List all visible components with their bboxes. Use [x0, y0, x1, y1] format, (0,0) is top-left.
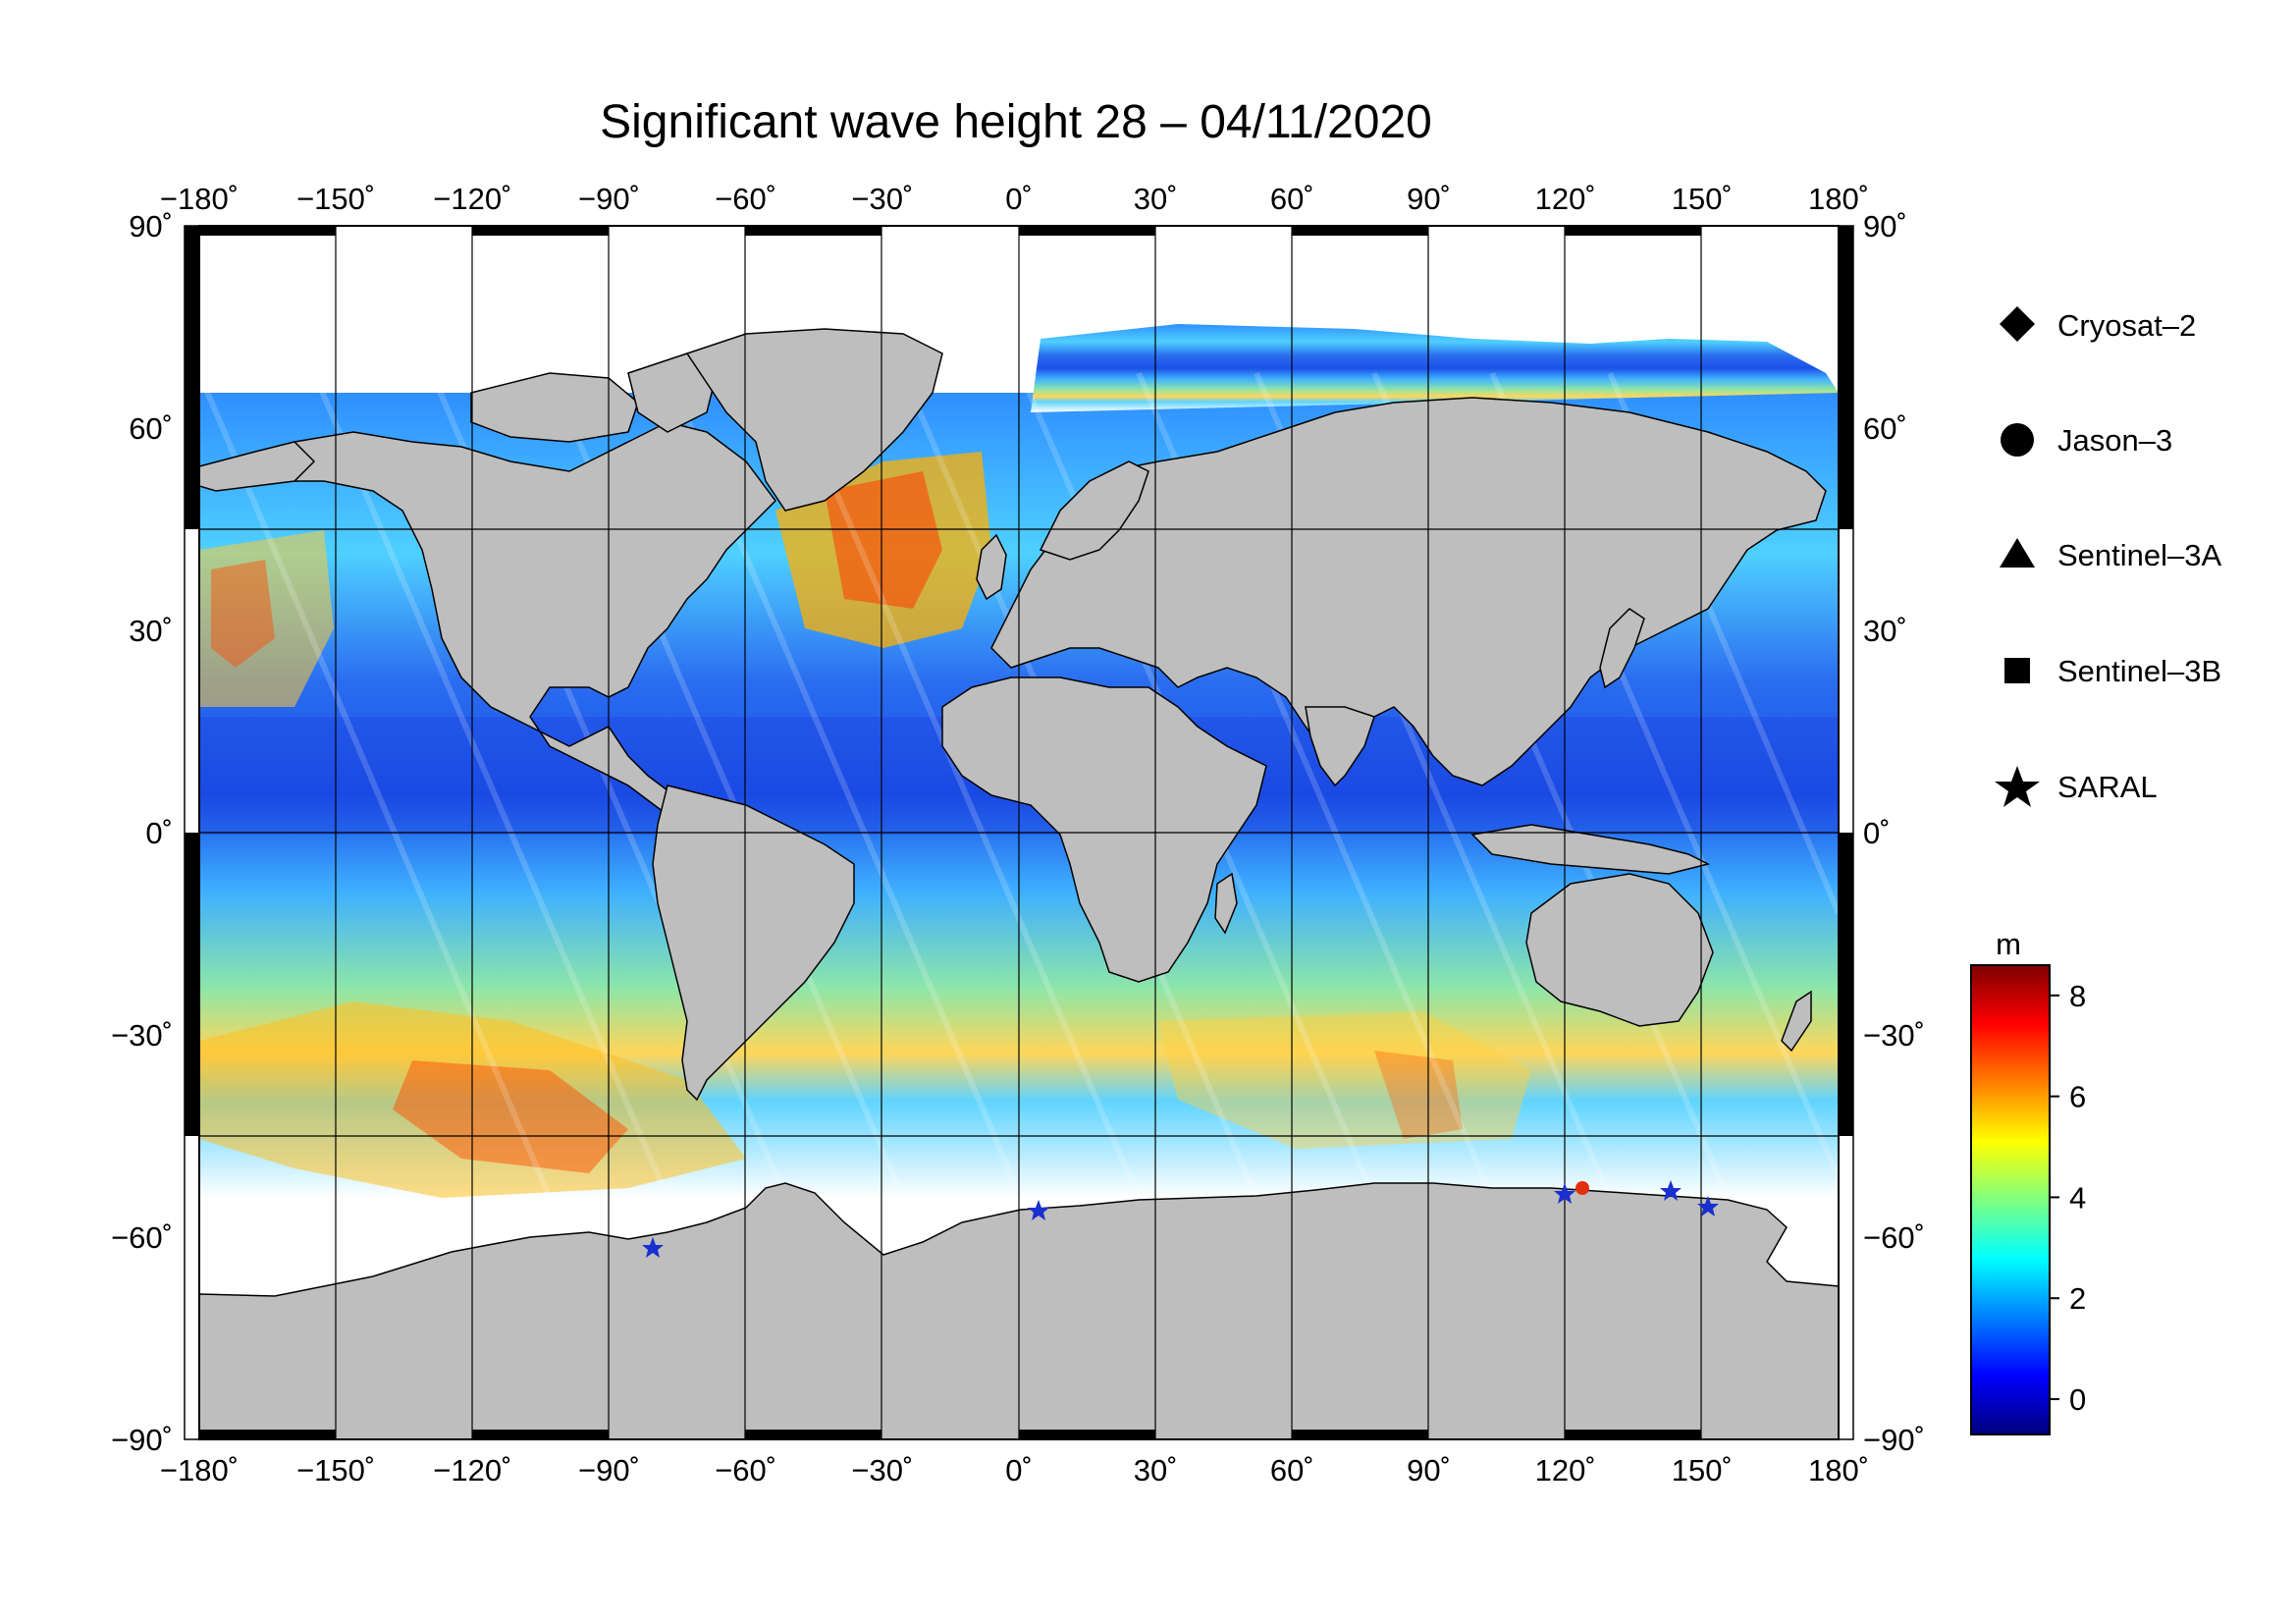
lon-tick-label-bottom: −90˚ — [578, 1453, 640, 1488]
lon-tick-label-top: −90˚ — [578, 182, 640, 216]
lon-tick-label-top: 30˚ — [1134, 182, 1178, 216]
legend-label-cryosat: Cryosat–2 — [2057, 308, 2196, 343]
lat-tick-label-left: −60˚ — [111, 1220, 173, 1255]
lon-tick-label-top: 150˚ — [1672, 182, 1733, 216]
legend-label-saral: SARAL — [2057, 770, 2158, 804]
lat-tick-label-left: 90˚ — [129, 209, 173, 243]
land-south-america — [652, 784, 855, 1102]
star-icon — [1995, 766, 2040, 807]
colorbar-tick-label: 6 — [2069, 1080, 2086, 1114]
lat-tick-label-left: 60˚ — [129, 411, 173, 446]
lat-tick-label-right: −30˚ — [1863, 1018, 1925, 1053]
land-arctic-islands — [470, 372, 639, 443]
lon-tick-labels-top: −180˚ −150˚ −120˚ −90˚ −60˚ −30˚ 0˚ 30˚ 60˚ 90˚ 12… — [160, 182, 1869, 216]
lon-tick-label-top: 180˚ — [1808, 182, 1869, 216]
legend-item-sentinel3b: Sentinel–3B — [2004, 654, 2221, 688]
lat-tick-label-right: −60˚ — [1863, 1220, 1925, 1255]
land-north-america — [243, 421, 776, 816]
lon-tick-label-top: 90˚ — [1407, 182, 1451, 216]
lon-tick-label-bottom: −30˚ — [851, 1453, 913, 1488]
land-greenland — [685, 328, 943, 512]
colorbar-ticks: 0 2 4 6 8 — [2050, 979, 2086, 1417]
lon-tick-label-bottom: −150˚ — [296, 1453, 375, 1488]
saral-star-marker — [1554, 1183, 1575, 1204]
lat-tick-label-right: 60˚ — [1863, 411, 1907, 446]
saral-star-marker — [642, 1237, 664, 1258]
land-alaska — [199, 441, 316, 492]
graticule — [199, 226, 1839, 1439]
lon-tick-label-bottom: 120˚ — [1535, 1453, 1596, 1488]
lon-tick-label-top: −30˚ — [851, 182, 913, 216]
colorbar-tick-label: 4 — [2069, 1180, 2086, 1215]
satellite-legend: Cryosat–2 Jason–3 Sentinel–3A Sentinel–3… — [1995, 306, 2222, 807]
lat-tick-labels-left: 90˚ 60˚ 30˚ 0˚ −30˚ −60˚ −90˚ — [111, 209, 173, 1457]
lon-tick-label-bottom: −60˚ — [715, 1453, 776, 1488]
legend-item-saral: SARAL — [1995, 766, 2158, 807]
chart-title: Significant wave height 28 – 04/11/2020 — [600, 96, 1432, 148]
lat-tick-label-right: −90˚ — [1863, 1423, 1925, 1457]
lon-tick-label-top: −120˚ — [433, 182, 511, 216]
land-africa — [941, 676, 1267, 983]
land-india — [1305, 706, 1375, 787]
lon-tick-label-top: 120˚ — [1535, 182, 1596, 216]
land-australia — [1525, 873, 1714, 1027]
lat-tick-label-left: −30˚ — [111, 1018, 173, 1053]
land-uk — [976, 533, 1007, 601]
lat-tick-label-left: −90˚ — [111, 1423, 173, 1457]
lon-tick-label-bottom: 0˚ — [1005, 1453, 1033, 1488]
legend-item-cryosat: Cryosat–2 — [2000, 306, 2196, 343]
circle-icon — [2001, 423, 2034, 457]
lon-tick-label-top: −60˚ — [715, 182, 776, 216]
lon-tick-label-top: 0˚ — [1005, 182, 1033, 216]
lat-tick-label-right: 90˚ — [1863, 209, 1907, 243]
lon-tick-label-bottom: 150˚ — [1672, 1453, 1733, 1488]
lon-tick-label-bottom: 180˚ — [1808, 1453, 1869, 1488]
lon-tick-labels-bottom: −180˚ −150˚ −120˚ −90˚ −60˚ −30˚ 0˚ 30˚ 60˚ 90˚ 12… — [160, 1453, 1869, 1488]
lon-tick-label-top: 60˚ — [1270, 182, 1314, 216]
colorbar: m 0 2 4 6 8 — [1970, 927, 2086, 1435]
lon-tick-label-top: −180˚ — [160, 182, 239, 216]
saral-star-marker — [1028, 1200, 1049, 1220]
land-scandinavia — [1039, 460, 1149, 561]
colorbar-unit-label: m — [1996, 927, 2021, 961]
colorbar-tick-label: 8 — [2069, 979, 2086, 1013]
legend-item-jason3: Jason–3 — [2001, 423, 2172, 458]
land-eurasia — [990, 397, 1827, 786]
legend-label-sentinel3a: Sentinel–3A — [2057, 538, 2222, 572]
map-area — [199, 226, 1839, 1439]
lon-tick-label-bottom: 60˚ — [1270, 1453, 1314, 1488]
jason3-circle-marker — [1575, 1181, 1589, 1195]
saral-star-marker — [1660, 1180, 1682, 1201]
lat-tick-label-right: 0˚ — [1863, 816, 1891, 850]
colorbar-tick-label: 0 — [2069, 1382, 2086, 1417]
land-madagascar — [1214, 872, 1238, 935]
lat-tick-label-left: 0˚ — [145, 816, 173, 850]
diamond-icon — [2000, 306, 2035, 342]
map-frame — [184, 225, 1854, 1440]
lon-tick-label-bottom: −120˚ — [433, 1453, 511, 1488]
lon-tick-label-bottom: 90˚ — [1407, 1453, 1451, 1488]
legend-label-jason3: Jason–3 — [2057, 423, 2172, 458]
colorbar-gradient — [1970, 964, 2051, 1435]
lon-tick-label-top: −150˚ — [296, 182, 375, 216]
lon-tick-label-bottom: 30˚ — [1134, 1453, 1178, 1488]
legend-item-sentinel3a: Sentinel–3A — [2000, 538, 2222, 572]
triangle-icon — [2000, 538, 2035, 568]
saral-star-marker — [1697, 1196, 1719, 1217]
land-new-zealand — [1781, 990, 1812, 1053]
lat-tick-labels-right: 90˚ 60˚ 30˚ 0˚ −30˚ −60˚ −90˚ — [1863, 209, 1925, 1457]
land-japan — [1599, 608, 1645, 689]
legend-label-sentinel3b: Sentinel–3B — [2057, 654, 2221, 688]
colorbar-tick-label: 2 — [2069, 1281, 2086, 1316]
square-icon — [2004, 658, 2030, 683]
land-indonesia — [1470, 824, 1711, 875]
observation-markers — [642, 1180, 1719, 1258]
lat-tick-label-left: 30˚ — [129, 614, 173, 648]
lon-tick-label-bottom: −180˚ — [160, 1453, 239, 1488]
lat-tick-label-right: 30˚ — [1863, 614, 1907, 648]
